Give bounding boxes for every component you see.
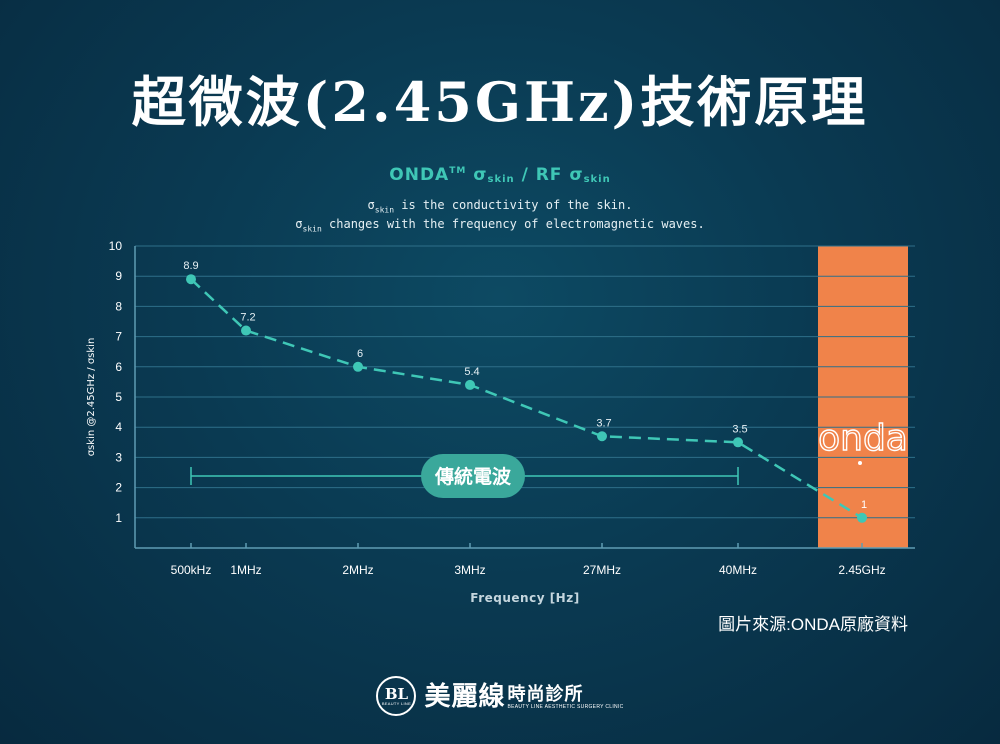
- y-tick-label: 4: [115, 420, 122, 434]
- x-tick-label: 1MHz: [230, 563, 261, 577]
- logo-subtext: BEAUTY LINE: [381, 700, 412, 706]
- range-bracket-pill: [421, 454, 525, 498]
- heading-tm: TM: [449, 166, 467, 176]
- data-point: [241, 325, 251, 336]
- data-label: 6: [357, 348, 363, 360]
- heading-skin-2: skin: [583, 174, 611, 185]
- data-label: 7.2: [240, 312, 255, 324]
- heading-sigma-1: σ: [473, 165, 488, 185]
- data-label: 1: [861, 499, 867, 511]
- y-tick-label: 9: [115, 269, 122, 283]
- note-skin-2: skin: [302, 224, 322, 234]
- y-tick-label: 8: [115, 299, 122, 313]
- brand-side-en: BEAUTY LINE AESTHETIC SURGERY CLINIC: [507, 704, 624, 710]
- data-label: 3.7: [596, 417, 611, 429]
- y-tick-label: 3: [115, 450, 122, 464]
- data-point: [733, 437, 743, 448]
- brand-name: 美麗線 時尚診所 BEAUTY LINE AESTHETIC SURGERY C…: [424, 681, 623, 711]
- range-bracket-label: 傳統電波: [434, 465, 512, 488]
- heading-separator: / RF: [514, 165, 570, 185]
- page-title: 超微波(2.45GHz)技術原理: [131, 70, 869, 134]
- data-point: [597, 431, 607, 442]
- clinic-logo-icon: BL BEAUTY LINE: [376, 676, 417, 716]
- onda-wordmark: onda: [818, 418, 908, 459]
- data-point: [186, 274, 196, 285]
- x-tick-label: 2.45GHz: [838, 563, 885, 577]
- data-label: 5.4: [464, 366, 479, 378]
- note-sigma-2: σ: [295, 217, 303, 232]
- note-sigma-1: σ: [367, 198, 375, 212]
- x-tick-label: 3MHz: [454, 563, 485, 577]
- footer-logo: BL BEAUTY LINE 美麗線 時尚診所 BEAUTY LINE AEST…: [0, 676, 1000, 716]
- y-tick-label: 2: [115, 481, 122, 495]
- logo-letters: BL: [384, 684, 409, 703]
- chart-note-line-2: σskin changes with the frequency of elec…: [0, 217, 1000, 236]
- heading-onda: ONDA: [389, 165, 450, 185]
- data-label: 8.9: [183, 260, 198, 272]
- data-label: 3.5: [732, 423, 747, 435]
- brand-side: 時尚診所 BEAUTY LINE AESTHETIC SURGERY CLINI…: [507, 684, 623, 711]
- note-skin-1: skin: [374, 205, 395, 215]
- brand-main: 美麗線: [424, 681, 506, 711]
- x-tick-label: 40MHz: [719, 563, 757, 577]
- heading-skin-1: skin: [487, 174, 515, 185]
- x-tick-label: 27MHz: [583, 563, 621, 577]
- chart-note-line-1: σskin is the conductivity of the skin.: [0, 198, 1000, 217]
- y-tick-label: 5: [115, 390, 122, 404]
- note-text-1: is the conductivity of the skin.: [394, 198, 633, 212]
- heading-sigma-2: σ: [569, 165, 584, 185]
- y-tick-label: 10: [109, 239, 123, 253]
- series-line: [190, 278, 863, 519]
- note-text-2: changes with the frequency of electromag…: [321, 217, 705, 232]
- onda-wordmark-dot: [858, 461, 862, 465]
- data-point: [353, 361, 363, 372]
- chart-heading: ONDATM σskin / RF σskin: [0, 165, 1000, 185]
- y-tick-label: 7: [115, 330, 122, 344]
- y-tick-label: 1: [115, 511, 122, 525]
- x-tick-label: 2MHz: [342, 563, 373, 577]
- y-axis-label: σskin @2.45GHz / σskin: [86, 338, 97, 457]
- x-axis-label: Frequency [Hz]: [470, 591, 579, 605]
- data-point: [465, 379, 475, 390]
- data-point: [857, 512, 867, 523]
- chart-note: σskin is the conductivity of the skin. σ…: [0, 198, 1000, 237]
- x-tick-label: 500kHz: [171, 563, 212, 577]
- image-source: 圖片來源:ONDA原廠資料: [718, 615, 908, 634]
- y-tick-label: 6: [115, 360, 122, 374]
- brand-side-cn: 時尚診所: [507, 684, 584, 704]
